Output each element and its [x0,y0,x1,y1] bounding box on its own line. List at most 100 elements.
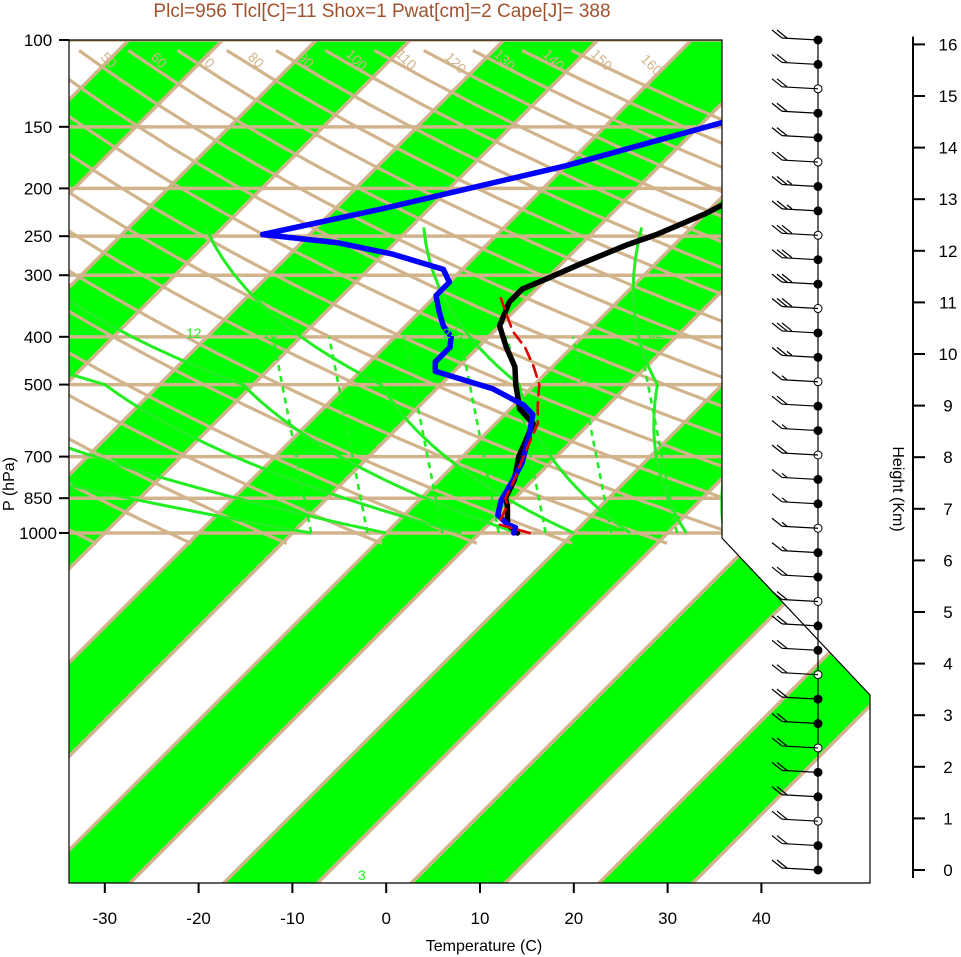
wind-barb-full [776,322,788,332]
isotherm-line [483,40,870,883]
temperature-axis: -30 -20 -10 0 10 20 30 40 [93,883,771,928]
height-tick-label: 13 [939,190,958,209]
wind-barb-shaft [781,842,819,847]
dry-adiabat-line [69,49,870,545]
dry-adiabat-line [275,49,870,545]
wind-barb-shaft [781,427,819,432]
wind-barb-full [771,298,783,307]
wind-barb-shaft [781,183,819,188]
wind-barb-full [776,737,788,747]
wind-barb-full [771,517,783,527]
mixing-ratio-line [637,336,679,534]
wind-barb-full [776,53,788,63]
wind-barb-full [776,688,788,698]
wind-barb-half [781,546,788,552]
height-tick-label: 4 [943,655,952,674]
wind-barb-full [776,395,788,405]
wind-barb-shaft [781,867,819,871]
isotherm-band [579,40,870,883]
wind-barb-full [771,176,783,185]
isotherm-line [577,40,870,883]
wind-barb-full [771,127,783,137]
moist-adiabat-line [204,226,575,535]
wind-barb-shaft [781,647,819,651]
wind-barb-half [781,424,788,430]
wind-barb-full [776,224,788,234]
pressure-tick-label: 200 [24,179,52,198]
wind-barb-half [781,497,788,503]
wind-barb-full [771,591,783,600]
wind-barb-full [776,615,788,625]
isotherm-line [202,40,870,883]
pressure-tick-label: 150 [24,118,52,137]
height-axis-label: Height (Km) [889,446,906,531]
mixing-ratio-line [271,336,313,534]
wind-barb-full [771,761,783,771]
wind-barb-shaft [781,720,819,725]
wind-barb-full [771,444,783,454]
temperature-tick-label: 40 [752,909,771,928]
wind-barb-shaft [781,257,819,261]
wind-barb-full [781,224,793,234]
dry-adiabat-line [69,49,668,545]
height-tick-label: 2 [943,758,952,777]
wind-barb-full [771,322,783,332]
wind-barb-shaft [781,379,819,383]
wind-barb-full [776,346,788,356]
wind-barb-shaft [781,745,819,749]
wind-barb-full [776,298,788,307]
height-tick-label: 11 [939,293,957,312]
mixing-ratio-label: 12 [186,325,202,341]
wind-barb-full [771,615,783,625]
temperature-tick-label: -10 [280,909,305,928]
isotherm-band [69,40,618,883]
dry-adiabat-line [69,49,288,545]
mixing-ratio-label: 24 [443,325,459,341]
wind-barb-half [786,204,793,210]
mixing-ratio-line [571,336,613,534]
pressure-tick-label: 1000 [19,524,57,543]
wind-barb-full [776,176,788,185]
wind-barb-half [781,472,788,478]
wind-barb-full [771,102,783,112]
wind-barb-shaft [781,208,819,212]
wind-barb-full [771,78,783,88]
temperature-tick-label: -30 [93,909,118,928]
isotherm-line [671,40,870,883]
height-tick-label: 15 [939,87,958,106]
wind-barb-full [776,713,788,722]
wind-barb-shaft [781,452,819,456]
wind-barb-half [781,521,788,527]
wind-barb-full [776,273,788,283]
wind-barb-full [776,127,788,137]
mixing-ratio-line [402,336,444,534]
mixing-ratio-label: 16 [262,325,278,341]
wind-barb-full [781,273,793,283]
wind-barb-full [776,151,788,161]
wind-barb-full [771,664,783,674]
dry-adiabat-line [127,49,870,545]
wind-barb-shaft [781,476,819,481]
isotherm-line [69,40,244,883]
wind-barb-full [771,859,783,869]
wind-barb-shaft [781,696,819,700]
dry-adiabat-line [69,49,478,545]
wind-barb-full [781,322,793,332]
height-tick-label: 3 [943,706,952,725]
wind-barb-shaft [781,110,819,114]
wind-barb-full [781,298,793,307]
wind-barb-full [771,200,783,210]
wind-barb-shaft [781,403,819,407]
dry-adiabat-line [69,49,193,545]
height-tick-label: 6 [943,551,952,570]
moist-adiabat-line [69,226,312,535]
wind-barb-shaft [781,354,819,358]
isotherm-line [69,40,338,883]
wind-barb-full [776,810,788,820]
wind-barb-full [771,371,783,381]
wind-barb-shaft [781,159,819,163]
parcel-profile [496,296,541,535]
wind-barb-full [771,810,783,820]
